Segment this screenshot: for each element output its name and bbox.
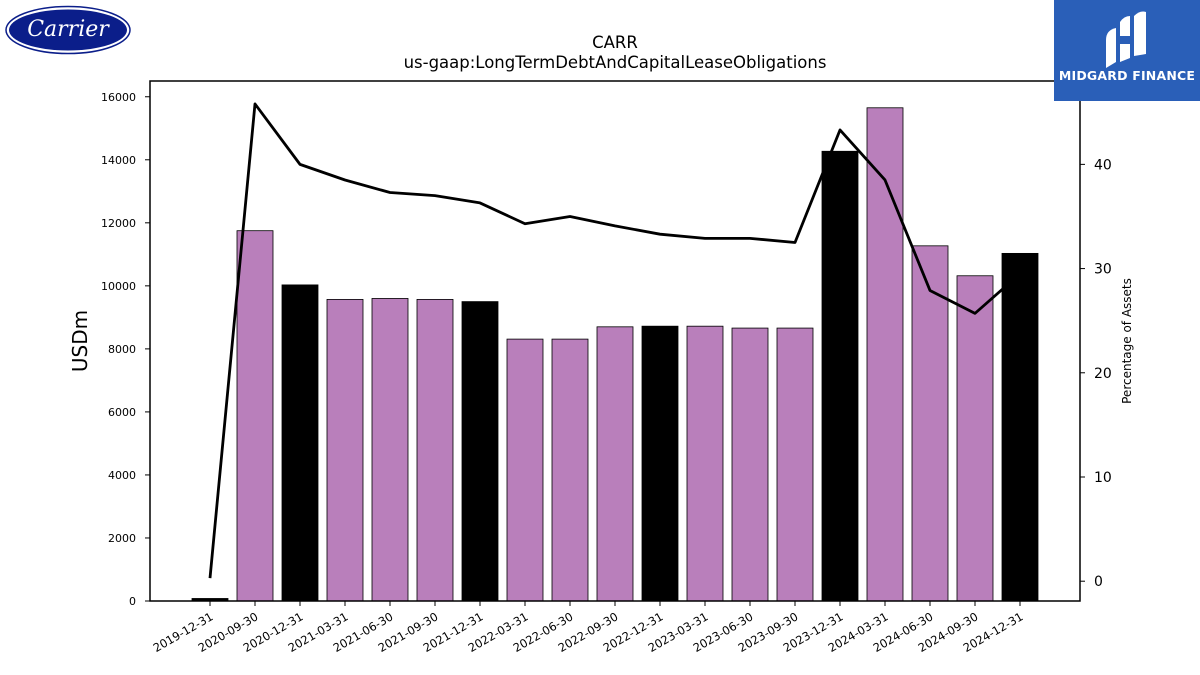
- bar-2021-09-30: [416, 298, 454, 602]
- y2-tick-label: 30: [1094, 262, 1112, 278]
- bar-2021-03-31: [326, 298, 364, 602]
- bar-2022-06-30: [551, 338, 589, 602]
- y-tick-label: 12000: [101, 217, 136, 230]
- bar-2020-09-30: [236, 230, 274, 602]
- bar-2023-06-30: [731, 327, 769, 602]
- bar-2021-12-31: [461, 301, 499, 602]
- bar-2024-09-30: [956, 275, 994, 602]
- chart-title: CARR: [592, 33, 638, 52]
- percentage-of-assets-line: [208, 102, 1021, 579]
- y-tick-label: 2000: [108, 532, 136, 545]
- midgard-brand-text: MIDGARD FINANCE: [1058, 68, 1196, 83]
- y-tick-label: 8000: [108, 343, 136, 356]
- carrier-logo: Carrier: [5, 5, 131, 55]
- bar-2024-06-30: [911, 245, 949, 602]
- y-tick-label: 14000: [101, 154, 136, 167]
- bar-2022-12-31: [641, 325, 679, 602]
- y-tick-label: 10000: [101, 280, 136, 293]
- bar-2020-12-31: [281, 284, 319, 602]
- y-tick-label: 4000: [108, 469, 136, 482]
- carrier-logo-mark: Carrier: [5, 5, 131, 55]
- bar-2022-09-30: [596, 326, 634, 602]
- y-tick-label: 6000: [108, 406, 136, 419]
- bar-2024-12-31: [1001, 252, 1039, 602]
- y-axis-label: USDm: [68, 310, 92, 372]
- midgard-mark-icon: [1106, 11, 1146, 68]
- y2-tick-label: 40: [1094, 157, 1112, 173]
- y-tick-label: 0: [129, 595, 136, 608]
- bar-2022-03-31: [506, 338, 544, 602]
- y2-tick-label: 0: [1094, 574, 1103, 590]
- y2-tick-label: 10: [1094, 470, 1112, 486]
- chart-subtitle: us-gaap:LongTermDebtAndCapitalLeaseOblig…: [403, 53, 827, 72]
- bar-2023-03-31: [686, 325, 724, 602]
- y2-axis-label: Percentage of Assets: [1120, 278, 1134, 404]
- carrier-logo-text: Carrier: [27, 17, 110, 42]
- midgard-finance-logo: MIDGARD FINANCE: [1054, 0, 1200, 101]
- y-tick-label: 16000: [101, 91, 136, 104]
- bar-2021-06-30: [371, 298, 409, 602]
- bar-2023-12-31: [821, 150, 859, 602]
- bar-2024-03-31: [866, 107, 904, 602]
- bar-2023-09-30: [776, 327, 814, 602]
- y2-tick-label: 20: [1094, 366, 1112, 382]
